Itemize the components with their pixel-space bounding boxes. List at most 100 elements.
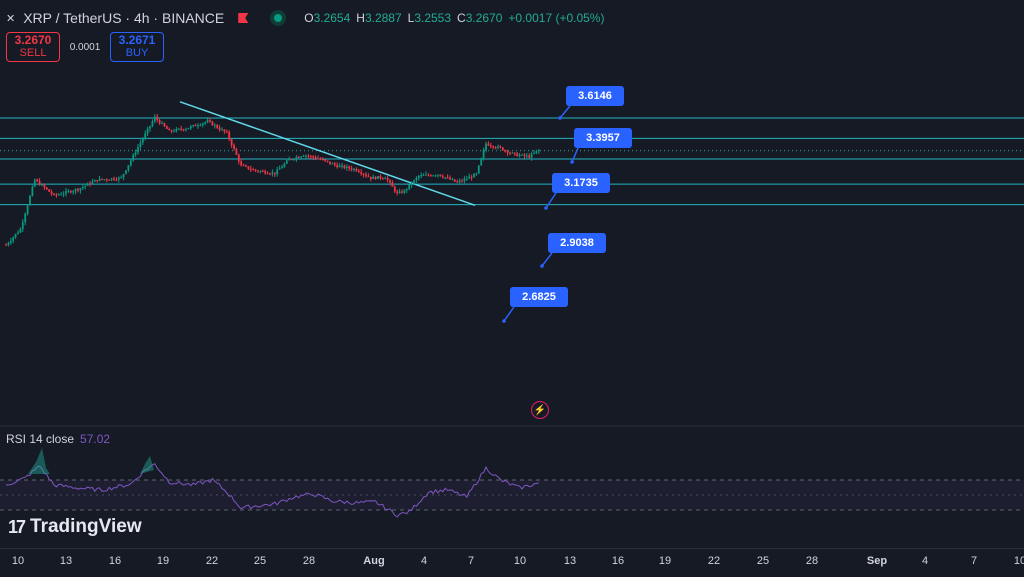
candle[interactable] bbox=[302, 154, 305, 157]
candle[interactable] bbox=[362, 172, 365, 178]
candle[interactable] bbox=[422, 173, 425, 177]
candle[interactable] bbox=[307, 153, 310, 159]
candle[interactable] bbox=[403, 189, 406, 195]
candle[interactable] bbox=[324, 159, 327, 163]
candle[interactable] bbox=[204, 121, 207, 126]
candle[interactable] bbox=[146, 126, 149, 137]
candle[interactable] bbox=[391, 180, 394, 187]
candle[interactable] bbox=[494, 146, 497, 150]
candle[interactable] bbox=[473, 173, 475, 178]
candle[interactable] bbox=[125, 170, 127, 175]
candle[interactable] bbox=[96, 179, 99, 183]
candle[interactable] bbox=[271, 169, 274, 177]
candle[interactable] bbox=[79, 187, 82, 194]
candle[interactable] bbox=[377, 176, 379, 180]
candle[interactable] bbox=[261, 169, 264, 173]
candle[interactable] bbox=[67, 188, 70, 193]
candle[interactable] bbox=[144, 130, 147, 141]
candle[interactable] bbox=[7, 241, 10, 247]
candle[interactable] bbox=[14, 233, 17, 239]
candle[interactable] bbox=[57, 193, 60, 196]
candle[interactable] bbox=[98, 175, 101, 182]
candle[interactable] bbox=[223, 129, 226, 134]
candle[interactable] bbox=[115, 177, 118, 182]
candle[interactable] bbox=[437, 174, 439, 178]
candle[interactable] bbox=[103, 179, 106, 181]
candle[interactable] bbox=[242, 163, 245, 167]
candle[interactable] bbox=[365, 172, 367, 178]
candle[interactable] bbox=[444, 177, 447, 180]
candle[interactable] bbox=[389, 179, 391, 186]
candle[interactable] bbox=[17, 230, 19, 235]
candle[interactable] bbox=[77, 187, 79, 193]
time-axis[interactable]: 10 13 16 19 22 25 28 Aug 4 7 10 13 16 19 22 25 28 Sep 4 7 10 bbox=[0, 548, 1024, 577]
candle[interactable] bbox=[156, 113, 159, 123]
lightning-icon[interactable]: ⚡ bbox=[531, 401, 549, 419]
candle[interactable] bbox=[252, 167, 255, 171]
level-label-3.6146[interactable]: 3.6146 bbox=[566, 86, 624, 106]
candle[interactable] bbox=[449, 175, 451, 180]
candle[interactable] bbox=[353, 167, 355, 172]
candle[interactable] bbox=[297, 155, 300, 158]
candle[interactable] bbox=[341, 162, 343, 169]
candle[interactable] bbox=[427, 173, 430, 177]
candle[interactable] bbox=[175, 126, 178, 133]
candle[interactable] bbox=[463, 175, 466, 184]
candle[interactable] bbox=[264, 169, 267, 175]
candle[interactable] bbox=[21, 219, 24, 233]
candle[interactable] bbox=[9, 237, 12, 245]
level-label-3.1735[interactable]: 3.1735 bbox=[552, 173, 610, 193]
rsi-line[interactable] bbox=[5, 463, 539, 518]
candle[interactable] bbox=[453, 179, 456, 183]
symbol-title[interactable]: XRP / TetherUS · 4h · BINANCE bbox=[23, 10, 225, 26]
candle[interactable] bbox=[329, 161, 331, 166]
candle[interactable] bbox=[127, 165, 130, 173]
candle[interactable] bbox=[535, 151, 538, 155]
sell-button[interactable]: 3.2670 SELL bbox=[6, 32, 60, 62]
candle[interactable] bbox=[465, 175, 468, 182]
candle[interactable] bbox=[218, 124, 221, 132]
candle[interactable] bbox=[290, 158, 293, 161]
candle[interactable] bbox=[153, 114, 156, 124]
candle[interactable] bbox=[240, 158, 243, 167]
candle[interactable] bbox=[468, 173, 471, 179]
candle[interactable] bbox=[401, 189, 403, 194]
candle[interactable] bbox=[84, 185, 87, 190]
candle[interactable] bbox=[295, 155, 298, 163]
candle[interactable] bbox=[499, 145, 502, 149]
candle[interactable] bbox=[415, 176, 418, 183]
candle[interactable] bbox=[216, 123, 219, 129]
candle[interactable] bbox=[74, 188, 77, 195]
candle[interactable] bbox=[386, 175, 389, 183]
candle[interactable] bbox=[113, 176, 115, 181]
candle[interactable] bbox=[516, 152, 519, 157]
candle[interactable] bbox=[43, 183, 46, 190]
candle[interactable] bbox=[180, 125, 183, 132]
candle[interactable] bbox=[206, 117, 209, 124]
candle[interactable] bbox=[513, 152, 516, 157]
candle[interactable] bbox=[446, 174, 449, 179]
candle[interactable] bbox=[475, 172, 478, 177]
candle[interactable] bbox=[199, 123, 202, 127]
candle[interactable] bbox=[254, 168, 257, 173]
candle[interactable] bbox=[393, 185, 396, 194]
candle[interactable] bbox=[497, 144, 499, 150]
symbol-icon[interactable]: ✕ bbox=[6, 12, 16, 25]
candle[interactable] bbox=[372, 174, 375, 179]
candle[interactable] bbox=[528, 153, 531, 159]
candle[interactable] bbox=[434, 174, 437, 178]
descending-trendline[interactable] bbox=[179, 101, 476, 207]
candle[interactable] bbox=[477, 165, 480, 175]
candle[interactable] bbox=[69, 189, 72, 194]
candle[interactable] bbox=[413, 179, 415, 186]
tradingview-logo[interactable]: 17 TradingView bbox=[8, 516, 142, 537]
candle[interactable] bbox=[161, 120, 163, 125]
candle[interactable] bbox=[441, 174, 444, 179]
candle[interactable] bbox=[228, 130, 231, 142]
level-label-2.6825[interactable]: 2.6825 bbox=[510, 287, 568, 307]
candle[interactable] bbox=[336, 162, 339, 169]
candle[interactable] bbox=[259, 170, 262, 174]
candle[interactable] bbox=[91, 178, 94, 186]
candle[interactable] bbox=[309, 154, 312, 159]
